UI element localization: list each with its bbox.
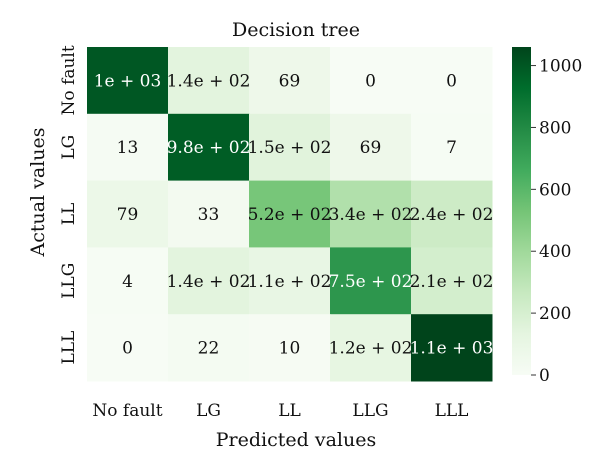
x-tick-label: LLG — [352, 401, 388, 421]
colorbar-tick-label: 200 — [539, 304, 571, 324]
y-axis-label: Actual values — [27, 127, 49, 257]
cell-value-label: 0 — [365, 71, 376, 91]
y-tick-labels: No fault LG LL LLG LLL — [59, 45, 79, 364]
cell-value-label: 4 — [122, 272, 133, 292]
chart-title: Decision tree — [232, 19, 360, 41]
heatmap-cell — [249, 247, 331, 315]
colorbar-tick-label: 0 — [539, 366, 550, 386]
heatmap-cell — [168, 113, 250, 182]
heatmap-cell — [249, 47, 331, 115]
heatmap-cell — [330, 314, 412, 382]
x-tick-label: LLL — [435, 401, 469, 421]
x-axis-label: Predicted values — [216, 429, 376, 451]
cell-value-label: 69 — [360, 138, 382, 158]
cell-value-label: 2.1e + 02 — [410, 272, 494, 292]
colorbar-tick-label: 800 — [539, 118, 571, 138]
cell-value-label: 1.2e + 02 — [329, 339, 413, 359]
cell-value-label: 9.8e + 02 — [167, 138, 251, 158]
cell-value-label: 1.1e + 03 — [410, 339, 494, 359]
cell-value-label: 1.4e + 02 — [167, 71, 251, 91]
heatmap-cell — [330, 247, 412, 315]
cell-value-label: 2.4e + 02 — [410, 205, 494, 225]
heatmap-cell — [249, 314, 331, 382]
heatmap-cell — [168, 247, 250, 315]
colorbar-tick-label: 1000 — [539, 57, 582, 77]
y-tick-label: LL — [59, 203, 79, 226]
heatmap-cell — [87, 247, 169, 315]
cell-value-label: 1.5e + 02 — [248, 138, 332, 158]
y-tick-label: No fault — [59, 45, 79, 115]
x-tick-labels: No fault LG LL LLG LLL — [92, 401, 468, 421]
cell-value-label: 1.1e + 02 — [248, 272, 332, 292]
heatmap-cell — [330, 180, 412, 248]
cell-value-label: 79 — [117, 205, 139, 225]
heatmap-cell — [168, 47, 250, 115]
cell-value-label: 0 — [446, 71, 457, 91]
x-tick-label: LL — [278, 401, 301, 421]
colorbar-tick-label: 600 — [539, 180, 571, 200]
y-tick-label: LLL — [59, 331, 79, 365]
heatmap-cell — [411, 113, 493, 182]
cell-value-label: 33 — [198, 205, 220, 225]
heatmap-cells: 1e + 03 1.4e + 02 69 0 013 9.8e + 021.5e + 02… — [87, 47, 493, 382]
heatmap-cell — [411, 47, 493, 115]
y-tick-label: LLG — [59, 263, 79, 299]
heatmap-cell — [411, 180, 493, 248]
colorbar — [512, 47, 531, 375]
cell-value-label: 7 — [446, 138, 457, 158]
cell-value-label: 69 — [279, 71, 301, 91]
cell-value-label: 10 — [279, 339, 301, 359]
heatmap-cell — [249, 180, 331, 248]
cell-value-label: 7.5e + 02 — [329, 272, 413, 292]
y-tick-label: LG — [59, 135, 79, 160]
colorbar-ticks: 0 200 400 600 800 1000 — [531, 57, 582, 386]
cell-value-label: 22 — [198, 339, 220, 359]
heatmap-cell — [330, 113, 412, 182]
x-tick-label: LG — [196, 401, 221, 421]
heatmap-cell — [87, 180, 169, 248]
x-tick-label: No fault — [92, 401, 162, 421]
cell-value-label: 13 — [117, 138, 139, 158]
cell-value-label: 5.2e + 02 — [248, 205, 332, 225]
cell-value-label: 3.4e + 02 — [329, 205, 413, 225]
heatmap-cell — [249, 113, 331, 182]
heatmap-cell — [330, 47, 412, 115]
heatmap-cell — [168, 180, 250, 248]
heatmap-cell — [87, 314, 169, 382]
colorbar-tick-label: 400 — [539, 242, 571, 262]
heatmap-cell — [411, 314, 493, 382]
cell-value-label: 0 — [122, 339, 133, 359]
heatmap-cell — [87, 113, 169, 182]
heatmap-cell — [87, 47, 169, 115]
heatmap-cell — [411, 247, 493, 315]
cell-value-label: 1.4e + 02 — [167, 272, 251, 292]
heatmap-cell — [168, 314, 250, 382]
cell-value-label: 1e + 03 — [94, 71, 162, 91]
